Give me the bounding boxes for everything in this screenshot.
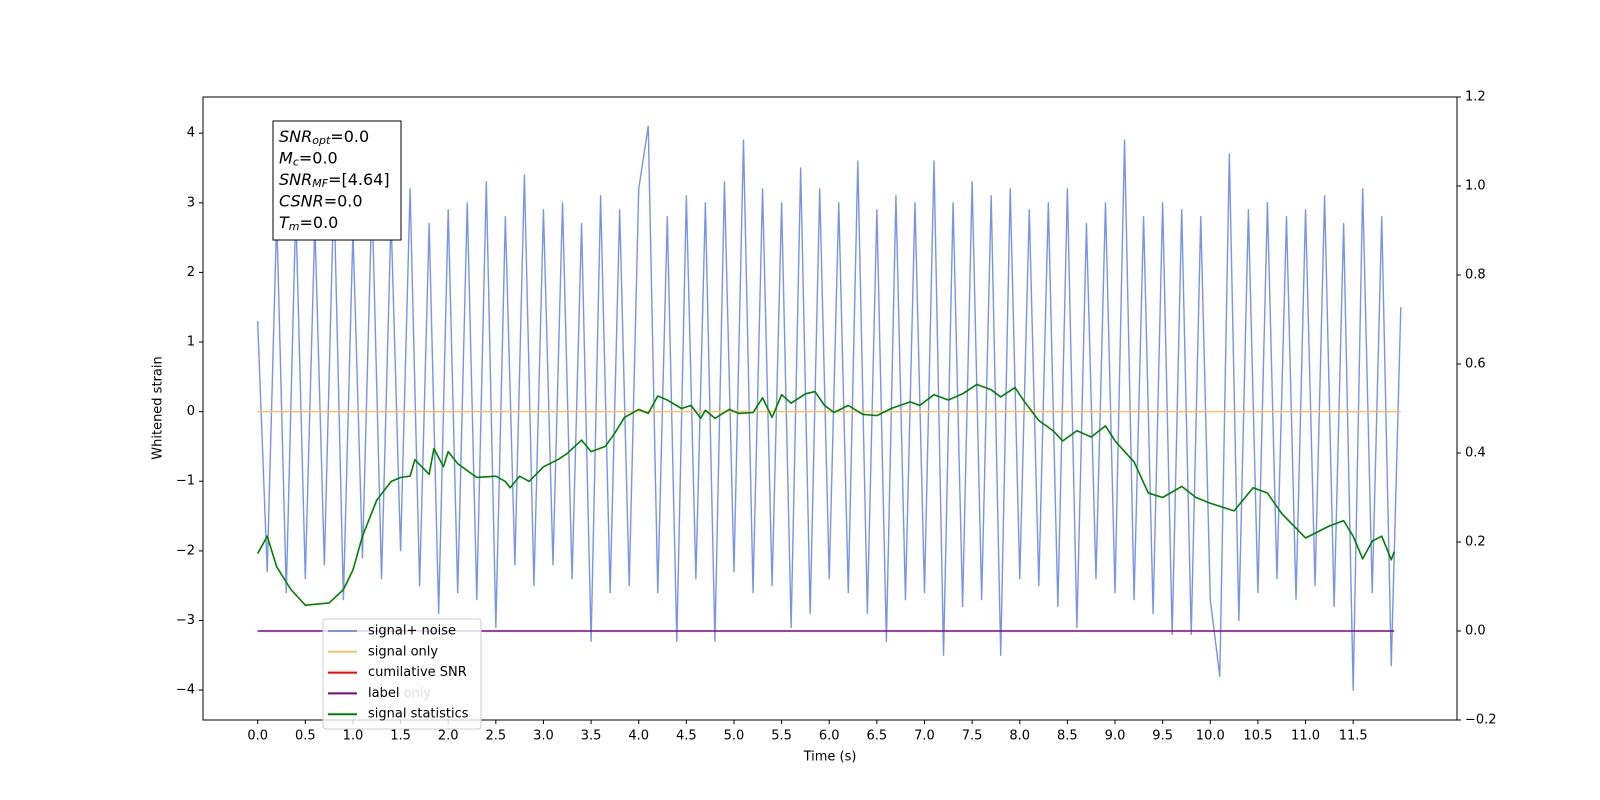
y2-tick-label: 0.0	[1465, 624, 1486, 639]
y-tick-label: 3	[187, 195, 195, 210]
y2-tick-label: 1.2	[1465, 90, 1486, 105]
annotation: SNRopt=0.0	[279, 127, 369, 148]
x-tick-label: 5.0	[724, 729, 745, 744]
x-tick-label: 0.0	[247, 729, 268, 744]
series-line	[256, 383, 1395, 606]
x-tick-label: 1.5	[390, 729, 411, 744]
annotation-symbol: CSNR	[279, 191, 324, 210]
annotation-subscript: opt	[312, 134, 331, 147]
series-line	[256, 125, 1402, 691]
legend-box	[322, 618, 482, 730]
annotation: CSNR=0.0	[279, 191, 363, 210]
y2-tick-label: 0.6	[1465, 357, 1486, 372]
annotation-subscript: c	[293, 156, 299, 169]
annotation-subscript: m	[289, 220, 300, 233]
annotation-box: SNRopt=0.0Mc=0.0SNRMF=[4.64]CSNR=0.0Tm=0…	[272, 120, 402, 241]
annotation-value: =0.0	[300, 213, 339, 232]
y-tick-label: −1	[176, 474, 195, 489]
x-tick-label: 9.0	[1105, 729, 1126, 744]
x-axis-label: Time (s)	[803, 750, 857, 765]
y2-tick-label: 0.2	[1465, 535, 1486, 550]
annotation-symbol: M	[279, 148, 293, 167]
annotation-symbol: SNR	[279, 170, 312, 189]
annotation: Tm=0.0	[279, 213, 338, 234]
x-tick-label: 4.0	[628, 729, 649, 744]
annotation-frame	[272, 120, 402, 241]
legend-label: label	[368, 686, 399, 701]
x-tick-label: 10.0	[1196, 729, 1225, 744]
x-tick-label: 6.5	[867, 729, 888, 744]
x-tick-label: 0.5	[295, 729, 316, 744]
annotation-symbol: T	[279, 213, 290, 232]
annotation: SNRMF=[4.64]	[279, 170, 390, 191]
legend-ghost: label only	[368, 686, 431, 701]
y2-tick-label: −0.2	[1465, 713, 1497, 728]
plot-frame	[202, 96, 1458, 721]
y-tick-label: 4	[187, 126, 195, 141]
x-tick-label: 7.5	[962, 729, 983, 744]
legend: label only signal+ noise signal only cumila…	[322, 618, 482, 730]
y-axis-label: Whitened strain	[151, 356, 166, 459]
x-tick-label: 5.5	[771, 729, 792, 744]
x-tick-label: 4.5	[676, 729, 697, 744]
y-tick-label: −4	[176, 683, 195, 698]
annotation-value: =[4.64]	[328, 170, 390, 189]
y-tick-label: 0	[187, 404, 195, 419]
y-tick-label: 2	[187, 265, 195, 280]
x-tick-label: 2.5	[485, 729, 506, 744]
legend-label: signal statistics	[368, 707, 469, 722]
annotation-value: =0.0	[330, 127, 369, 146]
y2-tick-label: 0.4	[1465, 446, 1486, 461]
x-tick-label: 11.0	[1291, 729, 1320, 744]
x-tick-label: 7.0	[914, 729, 935, 744]
legend-label: signal only	[368, 644, 438, 659]
y2-tick-label: 1.0	[1465, 179, 1486, 194]
x-tick-label: 3.5	[581, 729, 602, 744]
legend-label: cumilative SNR	[368, 665, 467, 680]
annotation: Mc=0.0	[279, 148, 338, 169]
y-tick-label: −3	[176, 613, 195, 628]
annotation-subscript: MF	[312, 177, 328, 190]
x-tick-label: 2.0	[438, 729, 459, 744]
annotation-symbol: SNR	[279, 127, 312, 146]
x-tick-label: 9.5	[1152, 729, 1173, 744]
annotation-value: =0.0	[324, 191, 363, 210]
x-tick-label: 11.5	[1339, 729, 1368, 744]
annotation-value: =0.0	[299, 148, 338, 167]
x-tick-label: 10.5	[1243, 729, 1272, 744]
legend-label: signal+ noise	[368, 624, 456, 639]
x-tick-label: 8.5	[1057, 729, 1078, 744]
x-tick-label: 8.0	[1009, 729, 1030, 744]
x-tick-label: 3.0	[533, 729, 554, 744]
y2-tick-label: 0.8	[1465, 268, 1486, 283]
y-tick-label: 1	[187, 335, 195, 350]
x-tick-label: 6.0	[819, 729, 840, 744]
y-tick-label: −2	[176, 543, 195, 558]
x-tick-label: 1.0	[343, 729, 364, 744]
